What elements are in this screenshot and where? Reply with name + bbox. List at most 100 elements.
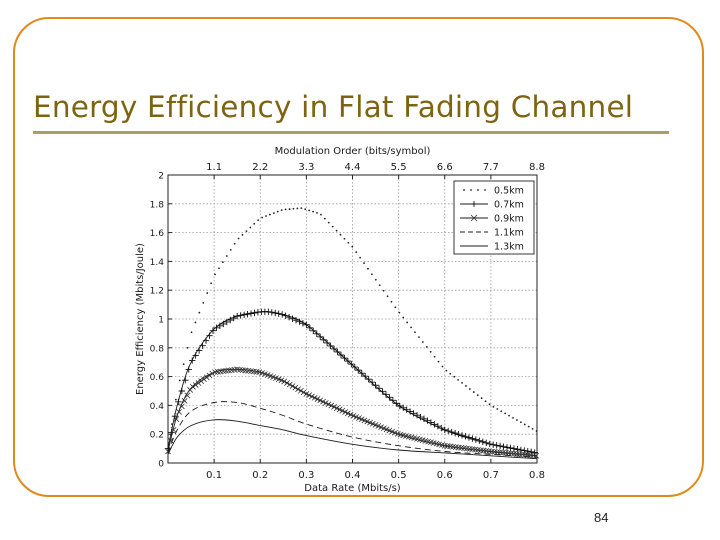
- dot-marker: [194, 321, 197, 324]
- plus-marker: [458, 432, 466, 439]
- legend-label: 1.3km: [494, 242, 524, 253]
- y-tick-label: 1.8: [150, 200, 165, 210]
- plus-marker: [441, 426, 448, 434]
- dot-marker: [261, 216, 263, 219]
- series-0-5km: [167, 207, 538, 450]
- dot-marker: [253, 222, 256, 225]
- dot-marker: [300, 207, 303, 210]
- x-marker: [195, 380, 202, 386]
- dot-marker: [437, 360, 440, 363]
- dot-marker: [308, 209, 311, 212]
- plus-marker: [382, 391, 390, 398]
- plus-marker: [361, 372, 369, 380]
- plus-marker: [355, 366, 362, 374]
- plus-marker: [317, 333, 324, 341]
- dot-marker: [429, 350, 432, 353]
- plus-marker: [493, 442, 500, 449]
- dot-marker: [488, 403, 491, 406]
- plus-marker: [175, 398, 182, 405]
- plus-marker: [396, 402, 403, 410]
- dot-marker: [343, 237, 346, 240]
- dot-marker: [229, 248, 232, 251]
- x-marker: [297, 387, 304, 394]
- plus-marker: [379, 388, 386, 395]
- dot-marker: [512, 416, 514, 419]
- dot-marker: [233, 242, 236, 245]
- dot-marker: [218, 267, 220, 270]
- plus-marker: [476, 437, 483, 444]
- plus-marker: [182, 377, 189, 384]
- dot-marker: [508, 414, 510, 417]
- x-marker: [201, 376, 207, 383]
- dot-marker: [316, 211, 318, 214]
- x-marker: [303, 390, 310, 397]
- x-marker: [173, 416, 180, 422]
- x-marker: [286, 381, 293, 388]
- plus-marker: [289, 315, 296, 322]
- dot-marker: [461, 382, 463, 384]
- plus-marker: [403, 406, 410, 413]
- dot-marker: [504, 412, 507, 415]
- x-marker: [325, 401, 332, 408]
- dot-marker: [178, 379, 181, 382]
- dot-marker: [198, 311, 201, 314]
- dot-marker: [284, 208, 287, 211]
- plus-marker: [358, 369, 365, 377]
- x-marker: [311, 394, 318, 401]
- x-tick-label: 0.8: [529, 470, 545, 481]
- dot-marker: [421, 341, 424, 343]
- plus-marker: [489, 441, 497, 448]
- plus-marker: [455, 431, 462, 438]
- plus-marker: [278, 311, 286, 318]
- dot-marker: [414, 331, 416, 334]
- series-1-1km: [167, 401, 538, 458]
- x-marker: [295, 386, 301, 393]
- x-marker: [206, 372, 213, 379]
- plus-marker: [202, 337, 210, 344]
- title-underline: [33, 131, 669, 134]
- x-marker: [336, 406, 343, 413]
- x-marker: [339, 407, 346, 414]
- dot-marker: [296, 207, 299, 210]
- top-tick-label: 3.3: [298, 162, 314, 173]
- plus-marker: [413, 411, 421, 419]
- legend-entry-0-7km: [460, 201, 488, 207]
- x-marker: [345, 410, 351, 417]
- plus-marker: [507, 444, 514, 452]
- top-axis-label: Modulation Order (bits/symbol): [275, 146, 431, 157]
- dot-marker: [335, 229, 338, 232]
- x-marker: [331, 403, 337, 410]
- x-marker: [333, 405, 340, 412]
- x-marker: [300, 389, 307, 396]
- dot-marker: [476, 394, 479, 397]
- plus-marker: [431, 421, 438, 428]
- dot-marker: [272, 212, 275, 215]
- dot-marker: [398, 311, 401, 314]
- top-tick-label: 7.7: [483, 162, 499, 173]
- dot-marker: [523, 423, 526, 426]
- dot-marker: [382, 289, 385, 292]
- legend-entry-0-9km: [460, 214, 488, 222]
- y-tick-label: 0.8: [150, 344, 165, 354]
- dot-marker: [249, 226, 252, 229]
- plus-marker: [386, 394, 393, 401]
- x-marker: [533, 452, 539, 459]
- dot-marker: [304, 208, 307, 211]
- plus-marker: [451, 429, 459, 437]
- dot-marker: [359, 256, 362, 259]
- x-marker: [470, 214, 478, 222]
- plus-marker: [344, 357, 352, 365]
- plus-marker: [227, 316, 234, 324]
- plus-marker: [434, 423, 442, 430]
- plus-marker: [240, 311, 248, 319]
- legend-label: 0.9km: [494, 214, 524, 225]
- dot-marker: [425, 346, 428, 348]
- plus-marker: [351, 363, 359, 371]
- plus-marker: [337, 351, 345, 359]
- x-marker: [289, 383, 296, 389]
- x-tick-label: 0.1: [206, 470, 222, 481]
- plus-marker: [510, 445, 518, 452]
- legend-label: 0.7km: [494, 200, 524, 211]
- x-tick-label: 0.4: [345, 470, 361, 481]
- x-marker: [178, 403, 185, 410]
